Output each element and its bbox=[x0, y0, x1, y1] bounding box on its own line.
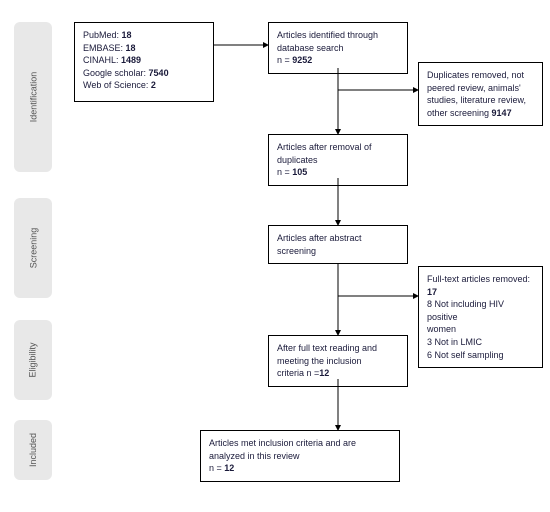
box-line: Articles after removal of bbox=[277, 141, 399, 154]
box-final: Articles met inclusion criteria and area… bbox=[200, 430, 400, 482]
box-line: analyzed in this review bbox=[209, 450, 391, 463]
box-line: n = 105 bbox=[277, 166, 399, 179]
box-line: Web of Science: 2 bbox=[83, 79, 205, 92]
box-after-fulltext: After full text reading andmeeting the i… bbox=[268, 335, 408, 387]
box-line: other screening 9147 bbox=[427, 107, 534, 120]
box-line: 3 Not in LMIC bbox=[427, 336, 534, 349]
box-line: 6 Not self sampling bbox=[427, 349, 534, 362]
box-after-abstract: Articles after abstractscreening bbox=[268, 225, 408, 264]
stage-eligibility: Eligibility bbox=[14, 320, 52, 400]
box-line: criteria n =12 bbox=[277, 367, 399, 380]
box-line: duplicates bbox=[277, 154, 399, 167]
box-line: After full text reading and bbox=[277, 342, 399, 355]
box-line: database search bbox=[277, 42, 399, 55]
box-line: 8 Not including HIV positive bbox=[427, 298, 534, 323]
box-duplicates-removed: Duplicates removed, notpeered review, an… bbox=[418, 62, 543, 126]
box-fulltext-removed: Full-text articles removed: 178 Not incl… bbox=[418, 266, 543, 368]
box-after-duplicates: Articles after removal ofduplicatesn = 1… bbox=[268, 134, 408, 186]
stage-label-text: Included bbox=[28, 433, 38, 467]
box-line: Articles met inclusion criteria and are bbox=[209, 437, 391, 450]
box-sources: PubMed: 18EMBASE: 18CINAHL: 1489Google s… bbox=[74, 22, 214, 102]
box-identified: Articles identified throughdatabase sear… bbox=[268, 22, 408, 74]
stage-label-text: Identification bbox=[28, 72, 38, 123]
stage-included: Included bbox=[14, 420, 52, 480]
box-line: Articles identified through bbox=[277, 29, 399, 42]
box-line: n = 9252 bbox=[277, 54, 399, 67]
box-line: screening bbox=[277, 245, 399, 258]
box-line: EMBASE: 18 bbox=[83, 42, 205, 55]
box-line: peered review, animals' bbox=[427, 82, 534, 95]
box-line: n = 12 bbox=[209, 462, 391, 475]
box-line: Duplicates removed, not bbox=[427, 69, 534, 82]
box-line: studies, literature review, bbox=[427, 94, 534, 107]
stage-label-text: Eligibility bbox=[28, 342, 38, 377]
box-line: women bbox=[427, 323, 534, 336]
stage-label-text: Screening bbox=[28, 228, 38, 269]
box-line: Full-text articles removed: 17 bbox=[427, 273, 534, 298]
box-line: PubMed: 18 bbox=[83, 29, 205, 42]
box-line: CINAHL: 1489 bbox=[83, 54, 205, 67]
box-line: Articles after abstract bbox=[277, 232, 399, 245]
box-line: Google scholar: 7540 bbox=[83, 67, 205, 80]
box-line: meeting the inclusion bbox=[277, 355, 399, 368]
stage-identification: Identification bbox=[14, 22, 52, 172]
stage-screening: Screening bbox=[14, 198, 52, 298]
